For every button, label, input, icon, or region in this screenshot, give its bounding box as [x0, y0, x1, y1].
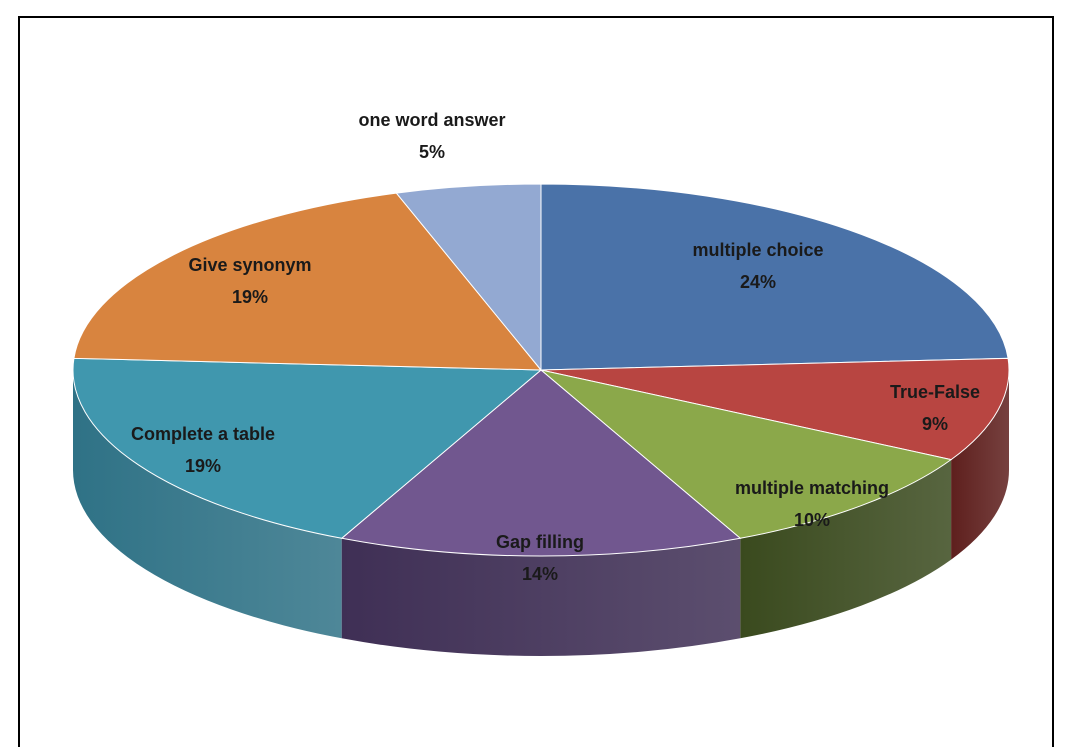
slice-percent-multiple-matching: 10% [794, 510, 830, 530]
pie-side-walls [73, 370, 1009, 657]
slice-label-one-word-answer: one word answer [358, 110, 505, 130]
slice-percent-give-synonym: 19% [232, 287, 268, 307]
slice-percent-gap-filling: 14% [522, 564, 558, 584]
slice-one-word-answer [395, 183, 542, 372]
slice-multiple-matching [540, 369, 953, 539]
slice-label-multiple-matching: multiple matching [735, 478, 889, 498]
slice-gap-filling [340, 369, 742, 557]
slice-true-false [540, 357, 1010, 461]
slice-side-true-false [951, 370, 1009, 560]
slice-label-gap-filling: Gap filling [496, 532, 584, 552]
slice-give-synonym [73, 192, 543, 371]
pie-top-faces [72, 183, 1010, 557]
slice-complete-a-table [72, 357, 543, 539]
slice-percent-multiple-choice: 24% [740, 272, 776, 292]
slice-label-true-false: True-False [890, 382, 980, 402]
slice-percent-complete-a-table: 19% [185, 456, 221, 476]
slice-label-multiple-choice: multiple choice [692, 240, 823, 260]
slice-side-complete-a-table [73, 370, 342, 639]
slice-multiple-choice [540, 183, 1009, 371]
slice-percent-one-word-answer: 5% [419, 142, 445, 162]
pie-labels: multiple choice 24% True-False 9% multiple m… [131, 110, 980, 584]
slice-side-multiple-matching [740, 459, 952, 639]
slice-percent-true-false: 9% [922, 414, 948, 434]
slice-label-give-synonym: Give synonym [188, 255, 311, 275]
slice-side-gap-filling [341, 538, 741, 657]
slice-label-complete-a-table: Complete a table [131, 424, 275, 444]
